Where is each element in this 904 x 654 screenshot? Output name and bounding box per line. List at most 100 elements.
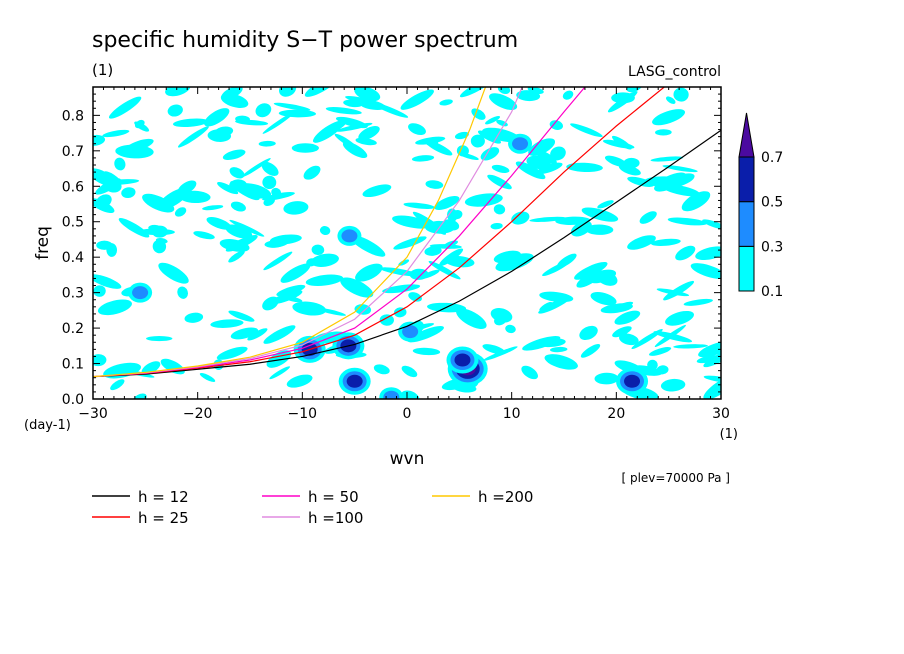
colorbar-segment — [738, 156, 755, 203]
contour-fill-low — [667, 217, 708, 226]
contour-fill-low — [650, 156, 684, 162]
y-tick-label: 0.6 — [62, 179, 84, 195]
contour-fill-low — [177, 126, 209, 148]
contour-fill-low — [522, 335, 561, 351]
contour-fill-low — [562, 90, 574, 100]
contour-fill-low — [566, 162, 603, 173]
contour-fill-low — [652, 109, 686, 126]
contour-fill-low — [291, 143, 319, 153]
contour-fill-low — [213, 126, 234, 138]
contour-fill-low — [615, 301, 634, 310]
contour-fill-low — [493, 250, 521, 264]
contour-fill-low — [696, 355, 719, 364]
dispersion-curve-2 — [93, 87, 666, 378]
contour-fill-low — [604, 155, 629, 168]
chart-title: specific humidity S−T power spectrum — [92, 28, 518, 53]
contour-fill-low — [230, 327, 259, 340]
contour-fill-low — [336, 122, 373, 132]
contour-fill-low — [581, 207, 619, 222]
contour-fill-low — [425, 138, 439, 147]
x-tick-label: −20 — [183, 406, 213, 422]
contour-fill-low — [255, 103, 272, 118]
contour-fill-low — [611, 135, 632, 150]
contour-fill-low — [371, 102, 409, 118]
contour-fill-low — [673, 87, 689, 102]
contour-fill-low — [310, 253, 339, 267]
contour-fill-low — [261, 161, 279, 176]
contour-fill-low — [210, 319, 244, 328]
contour-fill-low — [425, 180, 444, 189]
contour-fill-low — [199, 372, 216, 382]
contour-fill-low — [496, 119, 508, 127]
contour-fill-low — [276, 284, 306, 297]
contour-fill-low — [273, 102, 311, 111]
contour-fill-low — [97, 299, 132, 316]
contour-fill-low — [412, 347, 441, 356]
dispersion-curve-5 — [93, 87, 487, 378]
contour-fill-low — [655, 129, 672, 136]
contour-fill-low — [158, 262, 189, 284]
contour-fill-low — [550, 146, 566, 161]
contour-fill-low — [673, 344, 708, 349]
contour-fill-low — [103, 362, 142, 379]
contour-fill-low — [597, 200, 614, 209]
contour-fill-low — [393, 307, 407, 318]
contour-fill-low — [428, 260, 461, 280]
contour-fill-low — [247, 328, 268, 341]
contour-fill-low — [639, 211, 657, 224]
contour-fill-low — [681, 191, 711, 212]
legend-label: h =200 — [478, 488, 533, 506]
contour-fill-low — [95, 194, 112, 209]
x-tick-label: −10 — [288, 406, 318, 422]
contour-fill-0p3 — [341, 229, 358, 243]
contour-fill-low — [222, 149, 246, 161]
contour-fill-low — [528, 138, 556, 156]
contour-fill-low — [93, 285, 106, 297]
contour-fill-low — [515, 161, 546, 180]
contour-fill-layer — [93, 87, 721, 399]
colorbar-segment — [738, 245, 755, 292]
contour-fill-low — [544, 354, 578, 370]
contour-fill-low — [380, 267, 419, 277]
contour-fill-low — [665, 173, 695, 188]
contour-fill-low — [424, 246, 442, 256]
x-tick-label: 30 — [712, 406, 730, 422]
contour-fill-low — [650, 238, 681, 246]
contour-fill-0p5 — [624, 374, 641, 388]
colorbar-label: 0.7 — [761, 150, 783, 166]
contour-fill-low — [263, 325, 296, 344]
contour-fill-low — [683, 298, 713, 306]
contour-fill-low — [400, 390, 420, 399]
contour-fill-low — [219, 239, 250, 252]
contour-fill-low — [270, 290, 303, 305]
contour-fill-low — [580, 344, 601, 358]
contour-fill-low — [654, 324, 686, 348]
contour-fill-low — [549, 120, 563, 130]
contour-fill-low — [703, 350, 721, 368]
contour-fill-low — [662, 165, 698, 173]
contour-fill-low — [574, 261, 608, 280]
contour-fill-low — [480, 147, 500, 161]
contour-fill-low — [649, 347, 672, 356]
contour-fill-low — [177, 286, 188, 299]
contour-fill-low — [165, 87, 191, 97]
x-tick-label: −30 — [78, 406, 108, 422]
chart-subtitle-left: (1) — [92, 61, 113, 79]
contour-fill-low — [283, 201, 309, 215]
contour-fill-low — [490, 307, 513, 323]
dispersion-curves — [93, 87, 721, 378]
contour-fill-low — [471, 108, 486, 120]
x-tick-label: 10 — [503, 406, 521, 422]
plev-annotation: [ plev=70000 Pa ] — [621, 471, 730, 485]
contour-fill-low — [400, 89, 434, 110]
contour-fill-low — [280, 263, 311, 283]
contour-fill-0p5 — [454, 353, 471, 367]
contour-fill-low — [114, 157, 126, 171]
x-tick-label: 20 — [607, 406, 625, 422]
contour-fill-low — [177, 180, 197, 195]
contour-fill-low — [220, 93, 249, 108]
contour-fill-low — [152, 239, 167, 254]
contour-fill-low — [334, 133, 358, 150]
contour-fill-low — [485, 116, 501, 125]
